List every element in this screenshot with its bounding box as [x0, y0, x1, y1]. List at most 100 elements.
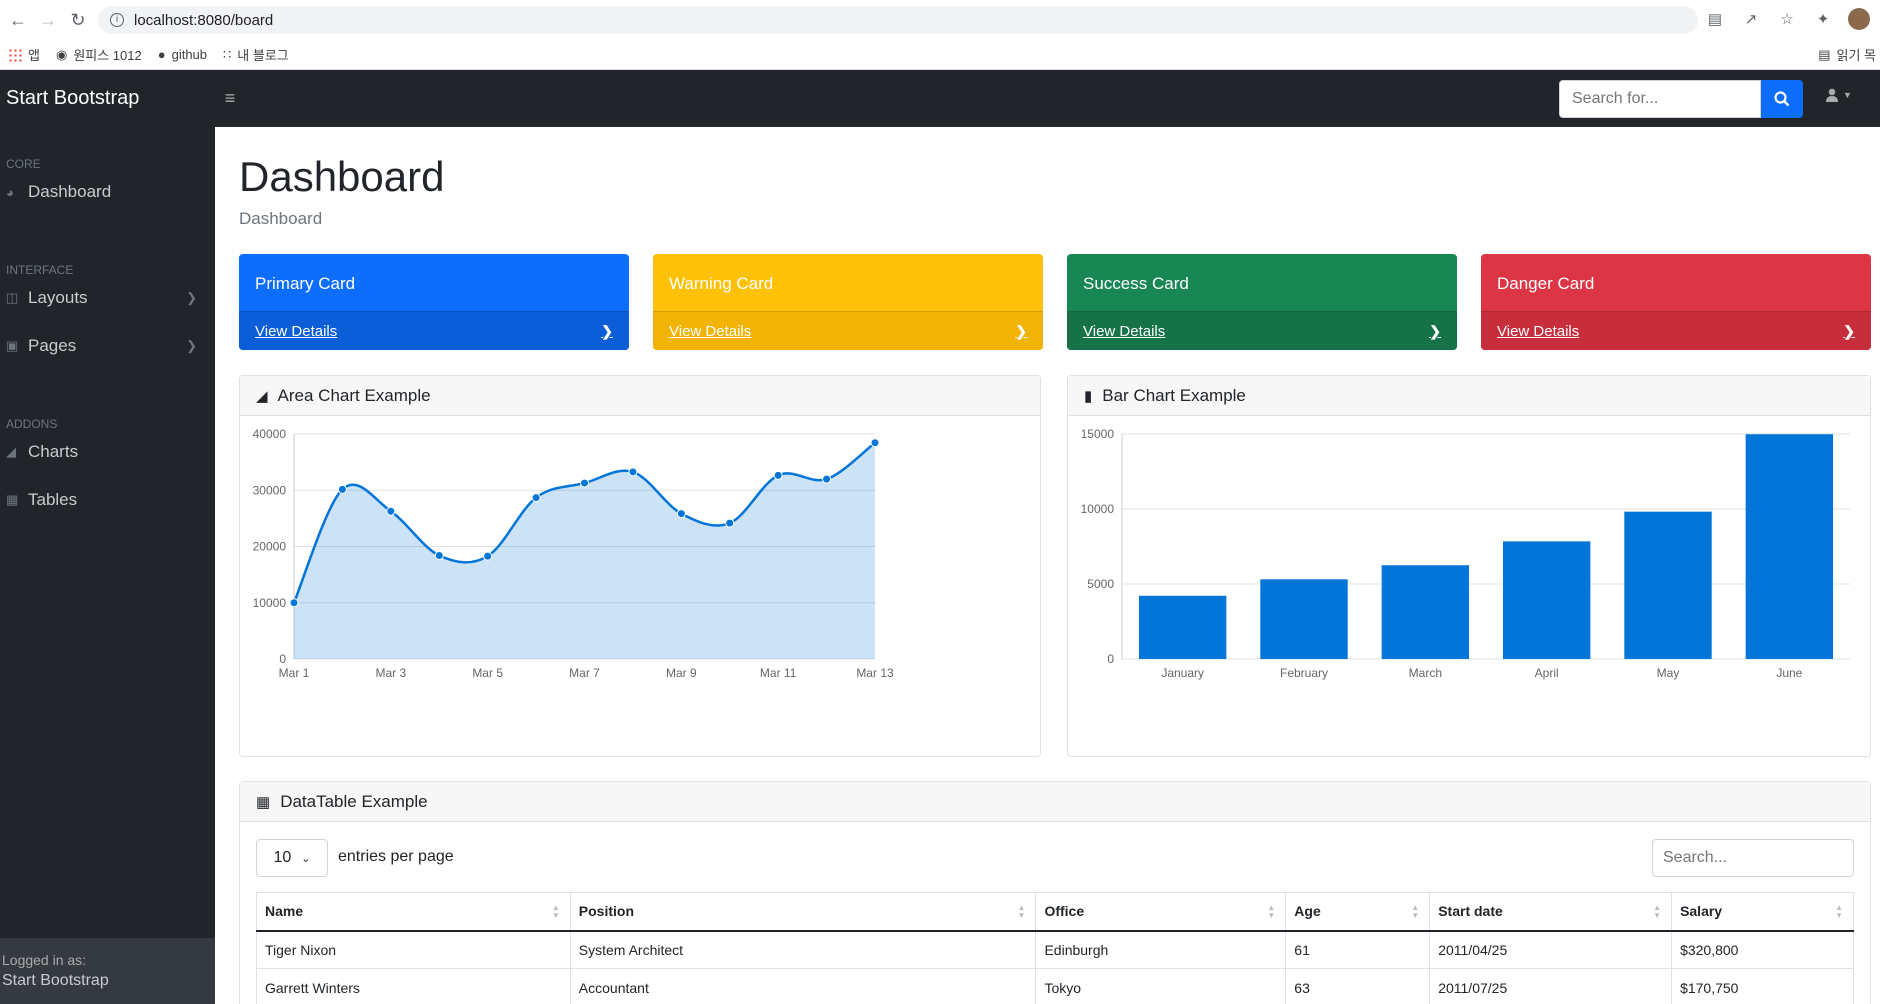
bar-chart-header: ▮ Bar Chart Example: [1068, 376, 1870, 416]
x-tick-label: February: [1280, 666, 1328, 680]
translate-icon[interactable]: ▤: [1707, 11, 1723, 28]
site-info-icon[interactable]: i: [110, 13, 124, 27]
bookmark-github[interactable]: ● github: [157, 47, 208, 62]
area-chart-panel: ◢ Area Chart Example 0 10000 20000 30000 400…: [239, 375, 1041, 757]
data-point: [773, 470, 783, 480]
bookmark-apps[interactable]: 앱: [8, 45, 40, 64]
bar-chart: 0 5000 10000 15000 January February March April…: [1081, 427, 1850, 680]
view-details-link[interactable]: View Details ❯: [1067, 311, 1457, 350]
bookmark-onepiece[interactable]: ◉ 원피스 1012: [55, 46, 142, 64]
bar: [1138, 595, 1227, 659]
caret-down-icon: ▼: [1843, 90, 1852, 100]
entries-per-page-label: entries per page: [338, 848, 454, 865]
x-tick-label: Mar 1: [279, 666, 310, 680]
address-bar[interactable]: i localhost:8080/board: [98, 6, 1698, 34]
card-title: Primary Card: [255, 274, 356, 293]
column-header-name[interactable]: Name ▲ ▼: [256, 892, 571, 932]
sidebar-item-layouts[interactable]: ◫ Layouts ❯: [6, 288, 197, 307]
sort-icon: ▲ ▼: [1267, 903, 1276, 920]
card-title: Danger Card: [1497, 274, 1595, 293]
bookmarks-bar: 앱 ◉ 원피스 1012 ● github ∷ 내 블로그 ▤ 읽기 목: [0, 40, 1880, 70]
navbar-search-input[interactable]: [1559, 80, 1761, 118]
y-tick-label: 5000: [1087, 577, 1114, 591]
datatable-search-input[interactable]: [1652, 839, 1854, 877]
sidebar-heading-addons: Addons: [6, 417, 58, 431]
data-point: [289, 598, 299, 608]
view-details-link[interactable]: View Details ❯: [1481, 311, 1871, 350]
danger-card: Danger Card View Details ❯: [1481, 254, 1871, 350]
view-details-link[interactable]: View Details ❯: [653, 311, 1043, 350]
sidebar-item-pages[interactable]: ▣ Pages ❯: [6, 336, 197, 355]
chart-bar-icon: ▮: [1084, 387, 1093, 405]
sidebar-item-tables[interactable]: ▦ Tables: [6, 490, 78, 509]
navbar-search-button[interactable]: [1761, 80, 1803, 118]
navbar-brand[interactable]: Start Bootstrap: [6, 87, 140, 109]
forward-icon[interactable]: →: [39, 9, 57, 30]
sort-icon: ▲ ▼: [551, 903, 560, 920]
profile-avatar-icon[interactable]: [1848, 8, 1870, 30]
x-tick-label: June: [1776, 666, 1802, 680]
cell-age: 63: [1285, 968, 1431, 1004]
table-header-row: Name ▲ ▼ Position ▲ ▼ Office ▲ ▼ Age ▲ ▼ Start d…: [256, 892, 1854, 932]
data-point: [676, 509, 686, 519]
cell-name: Garrett Winters: [256, 968, 571, 1004]
column-header-office[interactable]: Office ▲ ▼: [1035, 892, 1287, 932]
x-tick-label: January: [1161, 666, 1204, 680]
datatable-panel: ▦ DataTable Example 10 ⌄ entries per pag…: [239, 781, 1871, 1004]
reading-list[interactable]: ▤ 읽기 목: [1818, 46, 1876, 64]
view-details-link[interactable]: View Details ❯: [239, 311, 629, 350]
table-row: Garrett Winters Accountant Tokyo 63 2011…: [256, 968, 1854, 1004]
data-point: [870, 438, 880, 448]
extensions-icon[interactable]: ✦: [1816, 11, 1830, 28]
breadcrumb: Dashboard: [239, 209, 323, 228]
sidebar-heading-core: Core: [6, 157, 41, 171]
bar: [1624, 511, 1712, 659]
sidebar-item-charts[interactable]: ◢ Charts: [6, 442, 79, 461]
y-tick-label: 20000: [253, 540, 287, 554]
cell-age: 61: [1285, 930, 1431, 969]
bookmark-blog[interactable]: ∷ 내 블로그: [223, 46, 289, 64]
x-tick-label: Mar 3: [375, 666, 406, 680]
sort-icon: ▲ ▼: [1835, 903, 1843, 920]
sidebar-item-dashboard[interactable]: ◕ Dashboard: [6, 182, 112, 201]
warning-card: Warning Card View Details ❯: [653, 254, 1043, 350]
apps-grid-icon: [8, 47, 22, 62]
url-text: localhost:8080/board: [134, 11, 274, 29]
sidebar: Core ◕ Dashboard Interface ◫ Layouts ❯ ▣…: [0, 127, 215, 1004]
github-icon: ●: [157, 47, 166, 62]
x-tick-label: Mar 13: [856, 666, 894, 680]
search-icon: [1774, 91, 1790, 107]
cell-salary: $170,750: [1671, 968, 1854, 1004]
bookmark-star-icon[interactable]: ☆: [1780, 11, 1794, 28]
cell-position: Accountant: [569, 968, 1037, 1004]
bar: [1260, 579, 1348, 659]
data-point: [531, 493, 541, 503]
data-point: [483, 551, 493, 561]
table-icon: ▦: [256, 793, 271, 811]
bar-chart-panel: ▮ Bar Chart Example 0 5000 10000 15000 Janua…: [1067, 375, 1871, 757]
data-point: [386, 506, 396, 516]
bar: [1502, 541, 1591, 659]
share-icon[interactable]: ↗: [1744, 11, 1758, 28]
sidebar-toggle-icon[interactable]: ≡: [224, 88, 236, 108]
chevron-right-icon: ❯: [1015, 322, 1027, 339]
cell-start-date: 2011/04/25: [1429, 930, 1673, 969]
column-header-position[interactable]: Position ▲ ▼: [569, 892, 1037, 932]
chevron-down-icon: ⌄: [301, 852, 311, 865]
user-dropdown[interactable]: ▼: [1825, 88, 1852, 102]
cell-start-date: 2011/07/25: [1429, 968, 1673, 1004]
column-header-salary[interactable]: Salary ▲ ▼: [1671, 892, 1854, 932]
reload-icon[interactable]: ↻: [70, 9, 86, 30]
entries-per-page-select[interactable]: 10 ⌄: [256, 839, 328, 877]
bar: [1381, 565, 1470, 659]
back-icon[interactable]: ←: [9, 9, 27, 30]
logged-in-name: Start Bootstrap: [2, 972, 109, 989]
cell-office: Edinburgh: [1035, 930, 1287, 969]
success-card: Success Card View Details ❯: [1067, 254, 1457, 350]
column-header-age[interactable]: Age ▲ ▼: [1285, 892, 1431, 932]
chart-area-icon: ◢: [6, 444, 16, 459]
y-tick-label: 0: [1107, 652, 1114, 666]
column-header-start-date[interactable]: Start date ▲ ▼: [1429, 892, 1673, 932]
area-fill: [294, 442, 875, 659]
cell-name: Tiger Nixon: [256, 930, 571, 969]
